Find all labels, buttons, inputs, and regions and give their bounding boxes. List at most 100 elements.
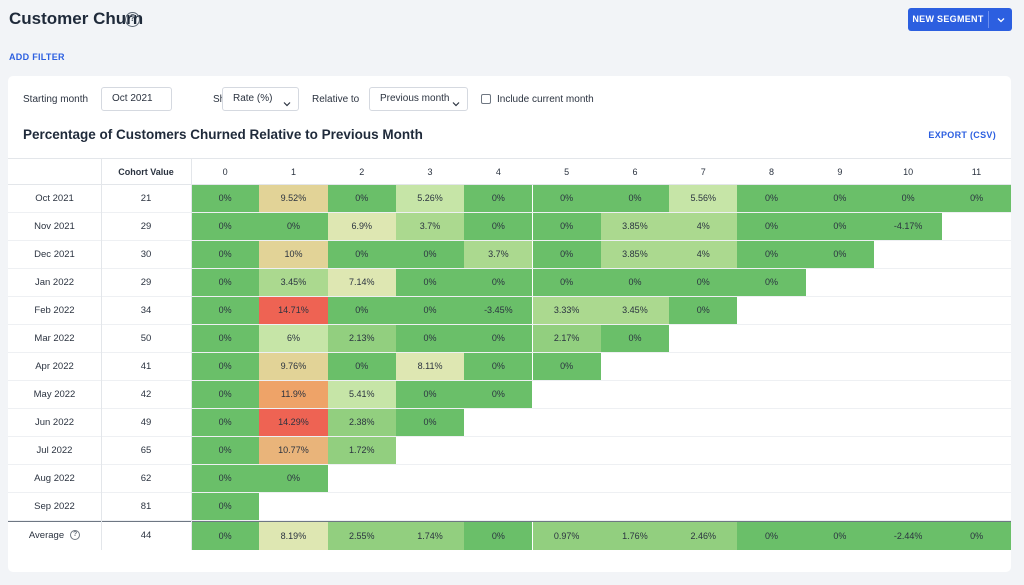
cohort-month: May 2022 — [33, 389, 76, 400]
average-cell: 2.55% — [327, 522, 396, 550]
column-header: 5 — [564, 167, 570, 177]
table-row: Apr 2022 41 0% 9.76% 0% 8.11% 0% 0% — [8, 353, 1011, 381]
table-row: Aug 2022 62 0% 0% — [8, 465, 1011, 493]
add-filter-link[interactable]: ADD FILTER — [9, 52, 65, 62]
churn-cell: 0% — [191, 493, 260, 520]
churn-cell: 0% — [737, 213, 806, 240]
churn-cell: 0% — [191, 185, 260, 212]
churn-cell: 0% — [805, 185, 874, 212]
include-current-checkbox[interactable] — [481, 94, 491, 104]
button-divider — [988, 11, 989, 28]
cohort-month: Jun 2022 — [34, 417, 75, 428]
average-cell: 0% — [191, 522, 260, 550]
churn-cell: 0% — [737, 269, 806, 296]
table-row: May 2022 42 0% 11.9% 5.41% 0% 0% — [8, 381, 1011, 409]
table-header: Cohort Value 0 1 2 3 4 5 6 7 8 9 10 11 — [8, 158, 1011, 185]
chevron-down-icon — [283, 94, 291, 116]
churn-cell: 0% — [464, 185, 533, 212]
column-header: 9 — [837, 167, 843, 177]
column-divider — [191, 158, 192, 550]
churn-cell: 14.71% — [259, 297, 328, 324]
churn-cell: 6.9% — [327, 213, 396, 240]
relative-to-select[interactable]: Previous month — [369, 87, 468, 111]
churn-cell: 0% — [191, 297, 260, 324]
column-header: 6 — [632, 167, 638, 177]
cohort-value: 29 — [140, 221, 152, 232]
churn-cell: 0% — [191, 409, 260, 436]
new-segment-label[interactable]: NEW SEGMENT — [912, 14, 984, 24]
churn-cell: 0% — [191, 269, 260, 296]
column-header: 2 — [359, 167, 365, 177]
churn-cell: 11.9% — [259, 381, 328, 408]
churn-cell: 0% — [191, 437, 260, 464]
churn-cell: 1.72% — [327, 437, 396, 464]
churn-cell: 0% — [464, 353, 533, 380]
chevron-down-icon[interactable] — [989, 8, 1012, 31]
average-label: Average? — [8, 522, 101, 550]
average-cell: 1.76% — [600, 522, 670, 550]
cohort-month: Dec 2021 — [34, 249, 75, 260]
churn-cell: 0% — [805, 213, 874, 240]
churn-cell: 0% — [464, 325, 533, 352]
help-icon[interactable]: ? — [70, 530, 81, 541]
cohort-value: 49 — [140, 417, 152, 428]
starting-month-input[interactable]: Oct 2021 — [101, 87, 172, 111]
churn-cell: 3.7% — [395, 213, 465, 240]
average-cell: 0% — [464, 522, 533, 550]
column-header: 7 — [700, 167, 706, 177]
cohort-value: 30 — [140, 249, 152, 260]
relative-to-label: Relative to — [312, 94, 360, 105]
churn-cell: -3.45% — [464, 297, 533, 324]
churn-cell: 0% — [259, 213, 328, 240]
average-cell: 0% — [805, 522, 874, 550]
churn-cell: 0% — [259, 465, 328, 492]
churn-cell: 0% — [737, 241, 806, 268]
controls-bar: Starting month Oct 2021 Show Rate (%) Re… — [8, 76, 1011, 122]
starting-month-label: Starting month — [23, 94, 89, 105]
column-divider — [101, 158, 102, 550]
churn-cell: 3.33% — [532, 297, 601, 324]
page-header: Customer Churn ? NEW SEGMENT — [0, 0, 1024, 40]
cohort-value: 42 — [140, 389, 152, 400]
table-row: Jul 2022 65 0% 10.77% 1.72% — [8, 437, 1011, 465]
cohort-month: Sep 2022 — [34, 501, 75, 512]
average-cell: 1.74% — [395, 522, 465, 550]
average-cell: 0.97% — [532, 522, 601, 550]
column-header: 8 — [769, 167, 775, 177]
churn-cell: 0% — [327, 353, 396, 380]
table-row: Dec 2021 30 0% 10% 0% 0% 3.7% 0% 3.85% 4% 0% 0% — [8, 241, 1011, 269]
churn-cell: 3.85% — [600, 213, 670, 240]
churn-cell: 0% — [395, 381, 465, 408]
average-cell: 2.46% — [669, 522, 738, 550]
churn-cell: 9.52% — [259, 185, 328, 212]
churn-cell: 0% — [669, 269, 738, 296]
churn-cell: 6% — [259, 325, 328, 352]
new-segment-button[interactable]: NEW SEGMENT — [908, 8, 1012, 31]
cohort-value: 50 — [140, 333, 152, 344]
churn-cell: 3.45% — [600, 297, 670, 324]
help-icon[interactable]: ? — [125, 12, 140, 27]
cohort-value: 81 — [140, 501, 152, 512]
churn-cell: 0% — [532, 213, 601, 240]
churn-cell: 0% — [191, 241, 260, 268]
table-row: Jan 2022 29 0% 3.45% 7.14% 0% 0% 0% 0% 0% 0% — [8, 269, 1011, 297]
average-cohort-value: 44 — [140, 530, 152, 541]
export-csv-link[interactable]: EXPORT (CSV) — [928, 130, 996, 140]
churn-cell: 0% — [395, 269, 465, 296]
churn-cell: 2.13% — [327, 325, 396, 352]
average-cell: 0% — [737, 522, 806, 550]
table-row: Nov 2021 29 0% 0% 6.9% 3.7% 0% 0% 3.85% 4% 0% 0% -4.… — [8, 213, 1011, 241]
table-row: Jun 2022 49 0% 14.29% 2.38% 0% — [8, 409, 1011, 437]
show-select-value: Rate (%) — [233, 93, 273, 104]
cohort-value: 34 — [140, 305, 152, 316]
page-title: Customer Churn — [9, 9, 144, 28]
churn-cell: 3.7% — [464, 241, 533, 268]
relative-to-select-value: Previous month — [380, 93, 450, 104]
include-current-label[interactable]: Include current month — [497, 94, 594, 105]
churn-cell: 0% — [395, 297, 465, 324]
show-select[interactable]: Rate (%) — [222, 87, 299, 111]
cohort-value: 62 — [140, 473, 152, 484]
churn-cell: 3.45% — [259, 269, 328, 296]
cohort-month: Aug 2022 — [34, 473, 75, 484]
churn-cell: 0% — [737, 185, 806, 212]
